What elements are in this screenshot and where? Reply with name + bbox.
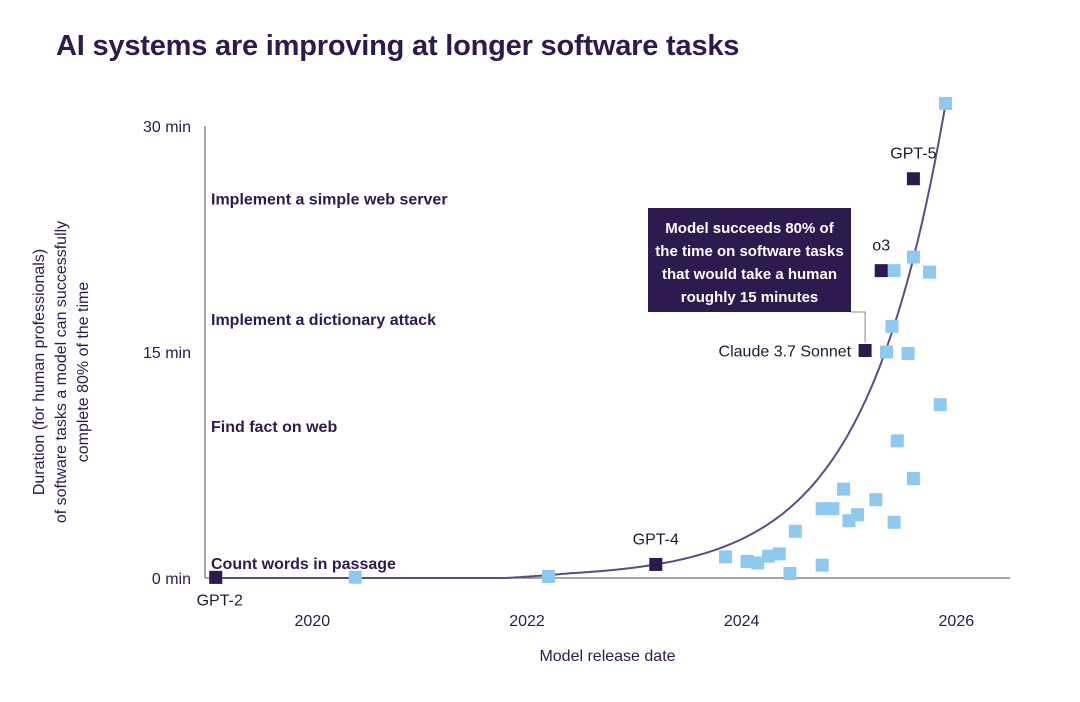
other-model-point-13 <box>837 482 851 496</box>
y-axis-title: Duration (for human professionals) of sof… <box>31 221 92 523</box>
callout-text-line-0: Model succeeds 80% of <box>665 220 834 237</box>
other-model-point-12 <box>826 502 840 516</box>
y-axis-title-line-1: of software tasks a model can successful… <box>53 221 70 523</box>
highlighted-model-point-0 <box>209 570 223 584</box>
other-model-point-7 <box>772 547 786 561</box>
x-tick-label-3: 2026 <box>939 613 975 630</box>
model-label-1: GPT-4 <box>633 531 679 548</box>
model-label-4: GPT-5 <box>890 146 936 163</box>
other-model-point-1 <box>348 570 362 584</box>
y-tick-label-1: 15 min <box>143 345 191 362</box>
other-model-point-3 <box>719 550 733 564</box>
model-label-0: GPT-2 <box>197 592 243 609</box>
y-tick-label-2: 30 min <box>143 119 191 136</box>
y-tick-label-0: 0 min <box>152 571 191 588</box>
y-axis-title-line-2: complete 80% of the time <box>75 282 92 463</box>
other-model-point-10 <box>815 502 829 516</box>
callout-text-line-3: roughly 15 minutes <box>681 289 819 306</box>
other-model-point-23 <box>906 250 920 264</box>
x-tick-label-2: 2024 <box>724 613 760 630</box>
other-model-point-15 <box>851 508 865 522</box>
other-model-point-19 <box>887 264 901 278</box>
other-model-point-8 <box>783 566 797 580</box>
other-model-point-4 <box>740 554 754 568</box>
task-label-1: Implement a dictionary attack <box>211 312 436 329</box>
callout-text-line-1: the time on software tasks <box>655 243 843 260</box>
highlighted-model-point-1 <box>649 557 663 571</box>
other-model-point-2 <box>541 569 555 583</box>
other-model-point-24 <box>906 472 920 486</box>
other-model-point-25 <box>923 265 936 279</box>
x-tick-label-1: 2022 <box>509 613 545 630</box>
trend-curve <box>215 103 947 579</box>
highlighted-model-point-3 <box>874 264 888 278</box>
task-label-2: Find fact on web <box>211 419 337 436</box>
other-model-point-11 <box>815 558 829 572</box>
other-model-point-17 <box>880 345 894 359</box>
other-model-point-16 <box>869 493 883 507</box>
highlighted-model-point-4 <box>906 172 920 186</box>
other-model-point-18 <box>885 319 899 333</box>
other-model-point-21 <box>890 434 904 448</box>
model-label-2: Claude 3.7 Sonnet <box>719 343 852 360</box>
other-model-point-27 <box>939 96 953 110</box>
task-label-3: Count words in passage <box>211 556 396 573</box>
model-label-3: o3 <box>872 238 890 255</box>
callout-text-line-2: that would take a human <box>662 266 837 283</box>
callout-leader-line <box>851 311 866 343</box>
y-axis-title-line-0: Duration (for human professionals) <box>31 249 48 495</box>
other-model-point-6 <box>762 549 775 563</box>
chart-title: AI systems are improving at longer softw… <box>56 30 740 62</box>
x-axis-title: Model release date <box>539 648 675 665</box>
other-model-point-5 <box>751 556 765 570</box>
highlighted-model-point-2 <box>858 343 872 357</box>
callout-box <box>648 208 851 312</box>
task-label-0: Implement a simple web server <box>211 191 448 208</box>
other-model-point-26 <box>933 398 947 412</box>
other-model-point-9 <box>788 524 802 538</box>
other-model-point-20 <box>887 515 901 529</box>
other-model-point-22 <box>901 347 915 361</box>
x-tick-label-0: 2020 <box>295 613 331 630</box>
